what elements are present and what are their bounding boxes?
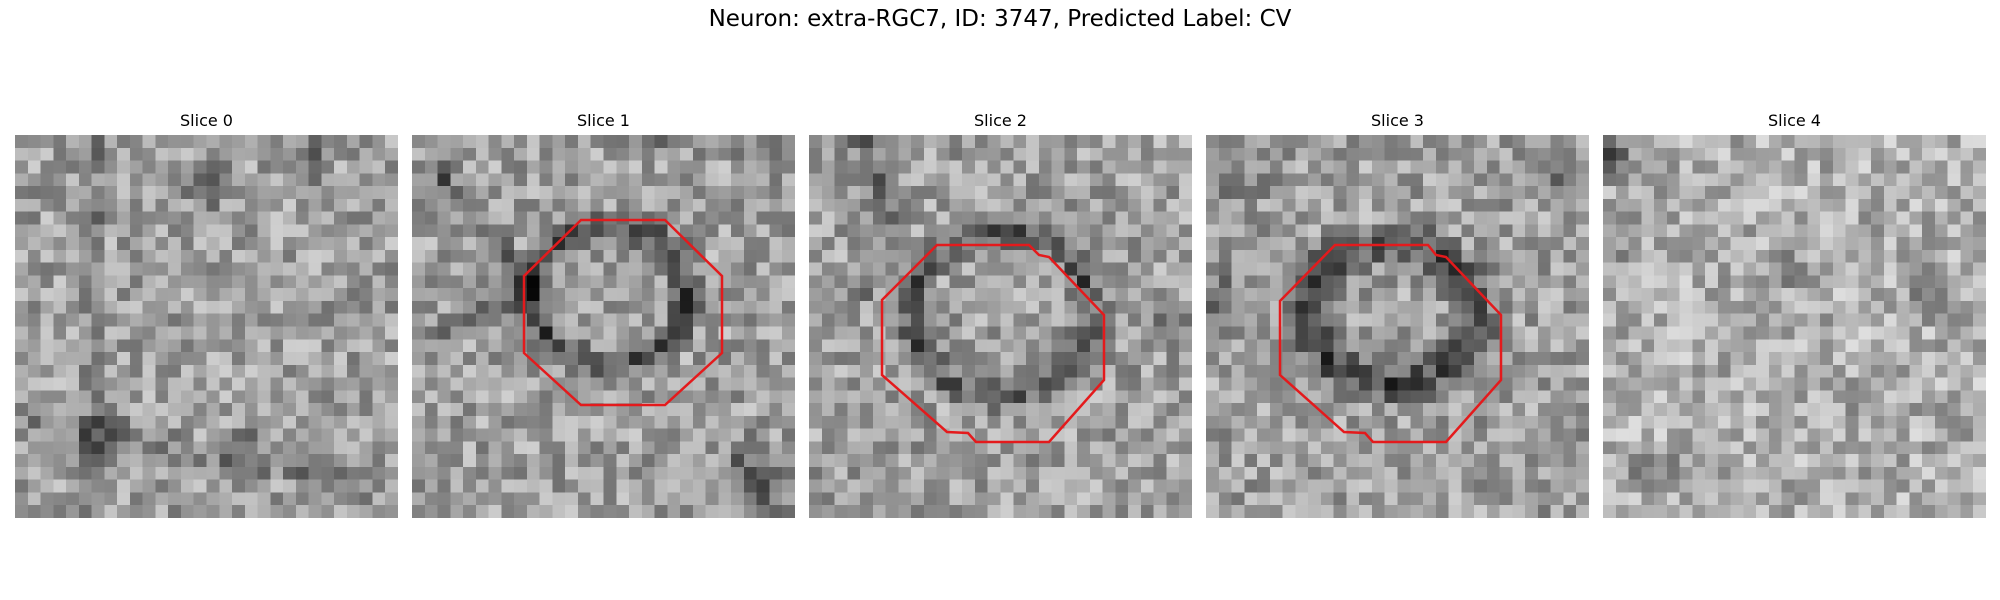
slice-image-frame — [412, 135, 795, 518]
slice-title: Slice 0 — [180, 111, 233, 130]
contour-outline — [1278, 243, 1503, 444]
slice-title: Slice 2 — [974, 111, 1027, 130]
segmentation-contour — [522, 218, 724, 407]
slice-image-frame — [15, 135, 398, 518]
slice-image-frame — [809, 135, 1192, 518]
slice-image — [1603, 135, 1986, 518]
contour-outline — [880, 243, 1106, 444]
slice-panel-1: Slice 1 — [412, 110, 795, 518]
slice-image-frame — [1603, 135, 1986, 518]
slice-image-frame — [1206, 135, 1589, 518]
slice-title: Slice 4 — [1768, 111, 1821, 130]
segmentation-contour — [1278, 243, 1503, 444]
slice-image — [1206, 135, 1589, 518]
slice-panel-2: Slice 2 — [809, 110, 1192, 518]
figure-title: Neuron: extra-RGC7, ID: 3747, Predicted … — [708, 6, 1292, 32]
slice-image — [809, 135, 1192, 518]
slice-image — [15, 135, 398, 518]
slice-panel-0: Slice 0 — [15, 110, 398, 518]
segmentation-contour — [880, 243, 1106, 444]
slice-title: Slice 1 — [577, 111, 630, 130]
slice-image — [412, 135, 795, 518]
contour-outline — [522, 218, 724, 407]
slice-panel-3: Slice 3 — [1206, 110, 1589, 518]
slice-panel-4: Slice 4 — [1603, 110, 1986, 518]
slice-title: Slice 3 — [1371, 111, 1424, 130]
